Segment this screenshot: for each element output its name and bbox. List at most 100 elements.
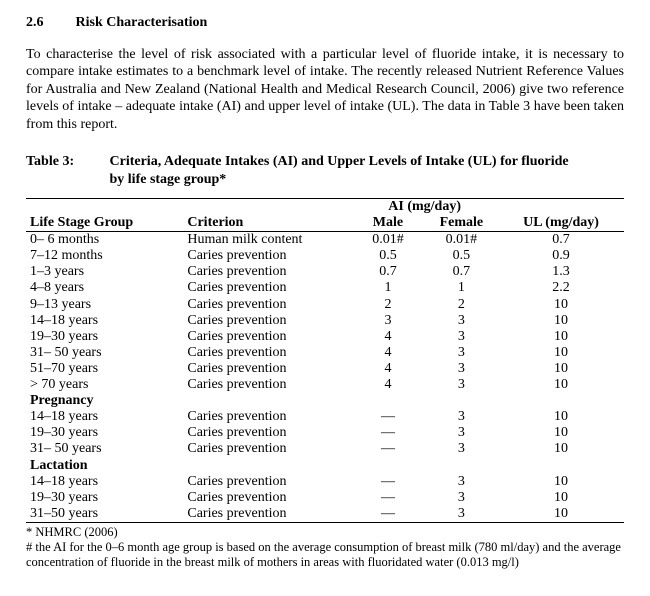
cell-female: 3 (425, 441, 498, 457)
cell-ul: 10 (498, 441, 624, 457)
table-body: 0– 6 monthsHuman milk content0.01#0.01#0… (26, 232, 624, 523)
table-row: 31– 50 yearsCaries prevention—310 (26, 441, 624, 457)
table-row: 14–18 yearsCaries prevention—310 (26, 474, 624, 490)
cell-female: 3 (425, 474, 498, 490)
cell-criterion: Caries prevention (183, 297, 351, 313)
cell-male: — (351, 490, 424, 506)
table-row: 9–13 yearsCaries prevention2210 (26, 297, 624, 313)
cell-lifestage: 31–50 years (26, 506, 183, 523)
cell-lifestage: 19–30 years (26, 490, 183, 506)
th-ai: AI (mg/day) (351, 199, 498, 216)
th-ul: UL (mg/day) (498, 199, 624, 232)
cell-female: 3 (425, 506, 498, 523)
table-row: 19–30 yearsCaries prevention—310 (26, 425, 624, 441)
cell-ul: 10 (498, 345, 624, 361)
section-title: Risk Characterisation (76, 15, 208, 30)
cell-criterion: Caries prevention (183, 441, 351, 457)
cell-male: — (351, 409, 424, 425)
th-lifestage: Life Stage Group (26, 199, 183, 232)
cell-ul: 10 (498, 329, 624, 345)
cell-male: — (351, 506, 424, 523)
cell-criterion: Caries prevention (183, 345, 351, 361)
cell-criterion: Caries prevention (183, 474, 351, 490)
cell-lifestage: 0– 6 months (26, 232, 183, 249)
cell-female: 1 (425, 280, 498, 296)
cell-female: 0.01# (425, 232, 498, 249)
cell-male: 1 (351, 280, 424, 296)
cell-female: 3 (425, 377, 498, 393)
cell-female: 3 (425, 409, 498, 425)
cell-criterion: Caries prevention (183, 409, 351, 425)
cell-criterion: Caries prevention (183, 248, 351, 264)
cell-male: 4 (351, 377, 424, 393)
cell-criterion: Caries prevention (183, 377, 351, 393)
cell-lifestage: 14–18 years (26, 313, 183, 329)
table-row: 14–18 yearsCaries prevention3310 (26, 313, 624, 329)
cell-ul: 0.9 (498, 248, 624, 264)
cell-criterion: Caries prevention (183, 313, 351, 329)
cell-male: — (351, 441, 424, 457)
table-row: 51–70 yearsCaries prevention4310 (26, 361, 624, 377)
table-row: 0– 6 monthsHuman milk content0.01#0.01#0… (26, 232, 624, 249)
cell-female: 3 (425, 329, 498, 345)
th-female: Female (425, 215, 498, 232)
cell-lifestage: 19–30 years (26, 329, 183, 345)
table-row: 19–30 yearsCaries prevention—310 (26, 490, 624, 506)
cell-female: 0.7 (425, 264, 498, 280)
cell-ul: 10 (498, 377, 624, 393)
cell-ul: 10 (498, 361, 624, 377)
footnote-a: * NHMRC (2006) (26, 525, 624, 540)
cell-ul: 10 (498, 425, 624, 441)
table-section-label: Pregnancy (26, 393, 624, 409)
cell-lifestage: 51–70 years (26, 361, 183, 377)
cell-female: 0.5 (425, 248, 498, 264)
section-heading: 2.6 Risk Characterisation (26, 14, 624, 32)
cell-lifestage: 1–3 years (26, 264, 183, 280)
cell-ul: 2.2 (498, 280, 624, 296)
cell-ul: 10 (498, 409, 624, 425)
cell-lifestage: 31– 50 years (26, 441, 183, 457)
cell-lifestage: 31– 50 years (26, 345, 183, 361)
table-row: 1–3 yearsCaries prevention0.70.71.3 (26, 264, 624, 280)
footnotes: * NHMRC (2006) # the AI for the 0–6 mont… (26, 525, 624, 570)
cell-male: 2 (351, 297, 424, 313)
cell-ul: 10 (498, 490, 624, 506)
data-table: Life Stage Group Criterion AI (mg/day) U… (26, 198, 624, 523)
intro-paragraph: To characterise the level of risk associ… (26, 46, 624, 134)
document-page: 2.6 Risk Characterisation To characteris… (0, 0, 650, 588)
cell-criterion: Caries prevention (183, 280, 351, 296)
cell-male: 0.5 (351, 248, 424, 264)
cell-criterion: Caries prevention (183, 361, 351, 377)
cell-male: 0.01# (351, 232, 424, 249)
cell-female: 3 (425, 345, 498, 361)
cell-ul: 1.3 (498, 264, 624, 280)
cell-lifestage: > 70 years (26, 377, 183, 393)
table-row: 19–30 yearsCaries prevention4310 (26, 329, 624, 345)
cell-male: 4 (351, 329, 424, 345)
table-row: 14–18 yearsCaries prevention—310 (26, 409, 624, 425)
table-row: 31–50 yearsCaries prevention—310 (26, 506, 624, 523)
cell-ul: 10 (498, 506, 624, 523)
cell-lifestage: 7–12 months (26, 248, 183, 264)
cell-male: 0.7 (351, 264, 424, 280)
th-criterion: Criterion (183, 199, 351, 232)
cell-lifestage: 19–30 years (26, 425, 183, 441)
table-caption-text: Criteria, Adequate Intakes (AI) and Uppe… (110, 153, 580, 188)
cell-male: — (351, 474, 424, 490)
footnote-b: # the AI for the 0–6 month age group is … (26, 540, 624, 570)
cell-lifestage: 14–18 years (26, 409, 183, 425)
cell-criterion: Caries prevention (183, 506, 351, 523)
cell-lifestage: 4–8 years (26, 280, 183, 296)
section-label-text: Pregnancy (26, 393, 624, 409)
table-row: 7–12 monthsCaries prevention0.50.50.9 (26, 248, 624, 264)
cell-male: 3 (351, 313, 424, 329)
table-row: 31– 50 yearsCaries prevention4310 (26, 345, 624, 361)
cell-criterion: Caries prevention (183, 264, 351, 280)
cell-female: 3 (425, 425, 498, 441)
cell-female: 2 (425, 297, 498, 313)
cell-male: 4 (351, 345, 424, 361)
cell-criterion: Human milk content (183, 232, 351, 249)
cell-ul: 0.7 (498, 232, 624, 249)
cell-male: 4 (351, 361, 424, 377)
table-label: Table 3: (26, 153, 106, 171)
